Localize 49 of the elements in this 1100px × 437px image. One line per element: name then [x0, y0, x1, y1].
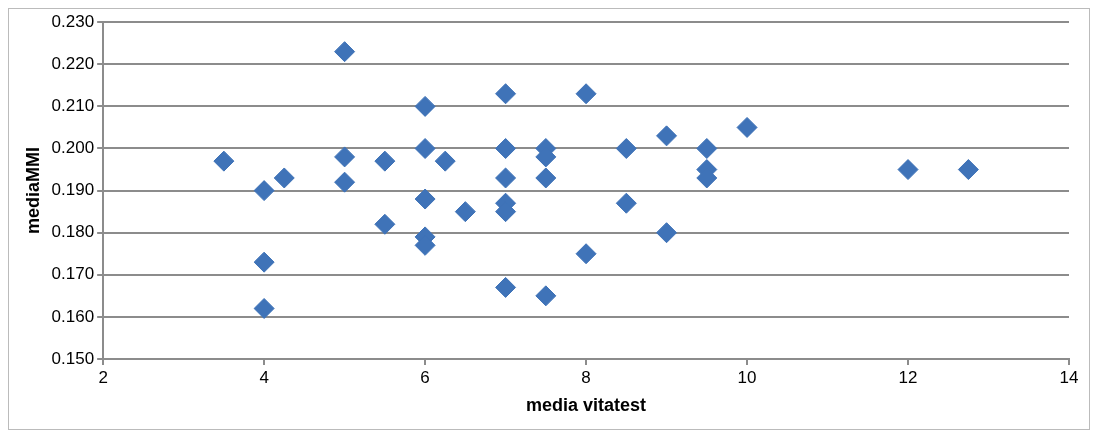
point	[535, 167, 557, 189]
point	[334, 146, 356, 168]
point	[495, 167, 517, 189]
y-tick-label: 0.150	[51, 348, 95, 368]
x-tick-label: 4	[259, 367, 269, 387]
x-tick-label: 2	[98, 367, 108, 387]
y-tick-label: 0.180	[51, 222, 95, 242]
x-tick-label: 10	[737, 367, 757, 387]
point	[253, 180, 275, 202]
point	[273, 167, 295, 189]
point	[495, 276, 517, 298]
point	[213, 150, 235, 172]
point	[495, 138, 517, 159]
point	[535, 285, 557, 307]
point	[454, 201, 476, 223]
y-tick-label: 0.170	[51, 264, 95, 284]
point	[656, 125, 678, 147]
point	[736, 116, 758, 138]
point	[334, 171, 356, 193]
point	[374, 213, 396, 235]
y-tick-label: 0.200	[51, 138, 95, 158]
point	[414, 95, 436, 117]
point	[434, 150, 456, 172]
x-tick-label: 6	[420, 367, 430, 387]
point	[334, 41, 356, 63]
point	[374, 150, 396, 172]
point	[575, 243, 597, 265]
x-tick-label: 8	[581, 367, 591, 387]
point	[696, 138, 718, 159]
point	[414, 138, 436, 159]
y-axis-title: mediaMMI	[22, 147, 43, 235]
y-tick-label: 0.220	[51, 53, 95, 73]
x-tick-label: 12	[898, 367, 918, 387]
y-tick-label: 0.190	[51, 180, 95, 200]
point	[615, 192, 637, 214]
x-tick-label: 14	[1059, 367, 1079, 387]
point	[253, 297, 275, 319]
point	[897, 159, 919, 181]
point	[656, 222, 678, 244]
point	[495, 83, 517, 105]
y-tick-label: 0.210	[51, 96, 95, 116]
point	[615, 138, 637, 159]
point	[414, 188, 436, 210]
point	[957, 159, 979, 181]
y-tick-label: 0.160	[51, 306, 95, 326]
point	[253, 251, 275, 273]
point	[575, 83, 597, 105]
x-axis-title: media vitatest	[526, 395, 647, 416]
y-tick-label: 0.230	[51, 11, 95, 31]
